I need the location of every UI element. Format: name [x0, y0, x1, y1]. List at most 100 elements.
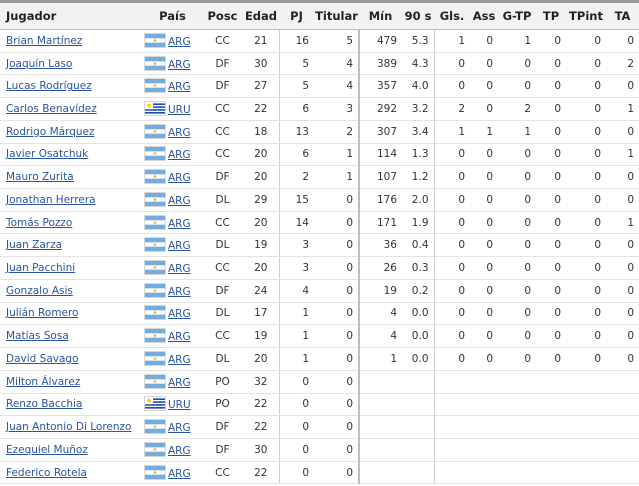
country-link[interactable]: ARG	[168, 353, 191, 366]
tp-cell: 0	[536, 279, 566, 303]
table-row: David Savago ARG DL 20 1 0 1 0.0 0 0 0 0 0 0	[0, 347, 639, 371]
col-header-pos[interactable]: Posc	[202, 0, 243, 30]
player-link[interactable]: Mauro Zurita	[6, 171, 74, 184]
g-tp-cell	[498, 370, 536, 394]
country-link[interactable]: ARG	[168, 422, 191, 435]
country-link[interactable]: ARG	[168, 35, 191, 48]
position-cell: DF	[202, 74, 243, 99]
country-cell: ARG	[143, 52, 202, 76]
gls-cell: 0	[434, 256, 470, 280]
country-link[interactable]: ARG	[168, 285, 191, 298]
ta-cell: 0	[606, 29, 639, 53]
ast-cell: 0	[470, 279, 498, 303]
player-link[interactable]: Joaquín Laso	[6, 57, 73, 70]
player-link[interactable]: Matías Sosa	[6, 330, 69, 343]
argentina-flag-icon	[145, 351, 165, 365]
pj-cell: 1	[279, 302, 314, 326]
player-link[interactable]: Rodrigo Márquez	[6, 125, 95, 138]
age-cell: 19	[243, 233, 280, 258]
country-link[interactable]: ARG	[168, 58, 191, 71]
player-link[interactable]: Lucas Rodríguez	[6, 80, 92, 93]
player-link[interactable]: Tomás Pozzo	[6, 216, 73, 229]
country-cell: ARG	[143, 256, 202, 280]
header-row: Jugador País Posc Edad PJ Titular Mín 90…	[0, 0, 639, 30]
player-cell: Julián Romero	[0, 302, 143, 326]
position-cell: DF	[202, 415, 243, 439]
col-header-n90[interactable]: 90 s	[402, 0, 434, 30]
starts-cell: 1	[314, 165, 360, 190]
col-header-pj[interactable]: PJ	[279, 0, 314, 30]
col-header-tpint[interactable]: TPint	[566, 0, 606, 30]
ta-cell: 0	[606, 256, 639, 280]
position-cell: DL	[202, 347, 243, 371]
player-link[interactable]: Juan Pacchini	[6, 262, 76, 275]
player-link[interactable]: Javier Osatchuk	[6, 148, 89, 161]
gls-cell	[434, 370, 470, 394]
ast-cell: 0	[470, 97, 498, 121]
country-link[interactable]: ARG	[168, 81, 191, 94]
player-link[interactable]: Carlos Benavídez	[6, 103, 97, 116]
position-cell: PO	[202, 370, 243, 394]
min-cell: 292	[359, 97, 402, 121]
player-link[interactable]: Julián Romero	[6, 307, 79, 320]
tpint-cell	[566, 370, 606, 394]
starts-cell: 0	[314, 393, 360, 417]
starts-cell: 4	[314, 52, 360, 76]
country-cell: URU	[143, 97, 202, 121]
country-link[interactable]: ARG	[168, 240, 191, 253]
col-header-ta[interactable]: TA	[606, 0, 639, 30]
starts-cell: 3	[314, 97, 360, 121]
col-header-starts[interactable]: Titular	[314, 0, 359, 30]
ast-cell: 0	[470, 302, 498, 326]
country-link[interactable]: ARG	[168, 331, 191, 344]
player-link[interactable]: Jonathan Herrera	[6, 193, 96, 206]
country-link[interactable]: ARG	[168, 126, 191, 139]
country-cell: ARG	[143, 347, 202, 371]
n90-cell: 1.3	[402, 143, 435, 167]
tp-cell: 0	[536, 29, 566, 53]
min-cell: 357	[359, 74, 402, 99]
min-cell	[359, 438, 402, 462]
player-link[interactable]: Gonzalo Asis	[6, 284, 73, 297]
country-link[interactable]: ARG	[168, 194, 191, 207]
country-link[interactable]: URU	[168, 104, 191, 117]
pj-cell: 0	[279, 438, 314, 462]
player-link[interactable]: David Savago	[6, 352, 79, 365]
player-link[interactable]: Brian Martínez	[6, 34, 83, 47]
col-header-min[interactable]: Mín	[359, 0, 402, 30]
player-cell: Milton Álvarez	[0, 370, 143, 394]
player-link[interactable]: Juan Zarza	[6, 239, 63, 252]
gls-cell: 0	[434, 143, 470, 167]
player-link[interactable]: Ezequiel Muñoz	[6, 443, 88, 456]
player-link[interactable]: Milton Álvarez	[6, 375, 81, 388]
tp-cell: 0	[536, 302, 566, 326]
country-link[interactable]: ARG	[168, 217, 191, 230]
country-link[interactable]: ARG	[168, 308, 191, 321]
player-link[interactable]: Renzo Bacchia	[6, 398, 83, 411]
starts-cell: 0	[314, 415, 360, 439]
col-header-tp[interactable]: TP	[536, 0, 566, 30]
n90-cell	[402, 370, 435, 394]
table-row: Milton Álvarez ARG PO 32 0 0	[0, 370, 639, 394]
col-header-age[interactable]: Edad	[243, 0, 279, 30]
player-link[interactable]: Juan Antonio Di Lorenzo	[6, 421, 132, 434]
country-link[interactable]: ARG	[168, 172, 191, 185]
min-cell: 176	[359, 188, 402, 212]
col-header-country[interactable]: País	[143, 0, 202, 30]
col-header-gls[interactable]: Gls.	[434, 0, 470, 30]
country-link[interactable]: ARG	[168, 444, 191, 457]
country-link[interactable]: ARG	[168, 149, 191, 162]
country-link[interactable]: ARG	[168, 263, 191, 276]
argentina-flag-icon	[145, 215, 165, 229]
g-tp-cell: 0	[498, 143, 536, 167]
country-link[interactable]: ARG	[168, 467, 191, 480]
country-link[interactable]: URU	[168, 399, 191, 412]
pj-cell: 0	[279, 370, 314, 394]
gls-cell: 0	[434, 165, 470, 190]
country-link[interactable]: ARG	[168, 376, 191, 389]
col-header-player[interactable]: Jugador	[0, 0, 143, 30]
col-header-g-tp[interactable]: G-TP	[498, 0, 536, 30]
col-header-ast[interactable]: Ass	[470, 0, 498, 30]
player-link[interactable]: Federico Rotela	[6, 466, 87, 479]
g-tp-cell: 1	[498, 120, 536, 144]
